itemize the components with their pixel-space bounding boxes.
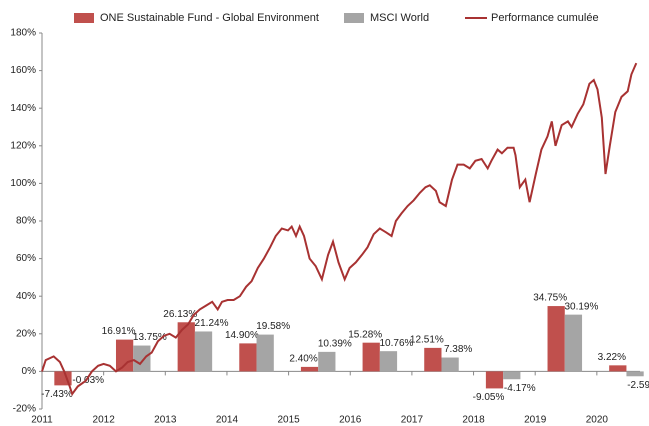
data-label: 30.19%: [564, 301, 598, 312]
data-label: -4.17%: [504, 383, 536, 394]
data-label: 13.75%: [133, 332, 167, 343]
data-label: 7.38%: [444, 344, 472, 355]
data-label: 14.90%: [225, 330, 259, 341]
x-tick-label: 2011: [31, 415, 53, 426]
bar: [485, 371, 504, 389]
bar: [300, 366, 319, 372]
data-label: 16.91%: [102, 326, 136, 337]
data-label: -7.43%: [41, 389, 73, 400]
y-tick-label: 20%: [16, 328, 36, 339]
y-tick-label: 140%: [10, 103, 36, 114]
bar: [115, 339, 134, 372]
data-label: -0.03%: [72, 375, 104, 386]
data-label: 12.51%: [410, 335, 444, 346]
data-label: -2.59%: [627, 380, 649, 391]
data-label: -9.05%: [473, 392, 505, 403]
data-label: 26.13%: [163, 309, 197, 320]
x-tick-label: 2014: [216, 415, 239, 426]
legend-label: ONE Sustainable Fund - Global Environmen…: [100, 12, 319, 24]
x-tick-label: 2015: [277, 415, 300, 426]
y-tick-label: 0%: [22, 366, 37, 377]
legend-swatch: [74, 13, 94, 23]
y-tick-label: 180%: [10, 28, 36, 39]
x-tick-label: 2013: [154, 415, 177, 426]
bar: [379, 351, 398, 372]
legend-swatch: [344, 13, 364, 23]
bar: [564, 314, 583, 372]
y-tick-label: 100%: [10, 178, 36, 189]
bar: [256, 334, 274, 372]
line: [41, 62, 638, 397]
data-label: 19.58%: [256, 321, 290, 332]
y-tick-label: 160%: [10, 65, 36, 76]
data-label: 2.40%: [289, 354, 317, 365]
data-label: 3.22%: [598, 352, 626, 363]
x-tick-label: 2016: [339, 415, 362, 426]
y-tick-label: 120%: [10, 140, 36, 151]
y-tick-label: 40%: [16, 291, 36, 302]
x-tick-label: 2017: [401, 415, 424, 426]
x-tick-label: 2018: [462, 415, 485, 426]
data-label: 15.28%: [348, 329, 382, 340]
bar: [424, 347, 442, 372]
bar: [194, 331, 213, 372]
bar: [318, 351, 336, 372]
bar: [441, 357, 459, 372]
bar: [547, 306, 565, 372]
bar: [133, 345, 151, 372]
x-tick-label: 2012: [93, 415, 116, 426]
bar: [239, 343, 257, 372]
legend-label: Performance cumulée: [491, 12, 599, 24]
data-label: 10.76%: [380, 338, 414, 349]
bar: [626, 371, 644, 377]
y-tick-label: -20%: [13, 404, 36, 415]
data-label: 21.24%: [195, 318, 229, 329]
y-tick-label: 60%: [16, 253, 36, 264]
bar: [503, 371, 521, 380]
bar: [177, 322, 195, 372]
x-tick-label: 2019: [524, 415, 547, 426]
bar: [609, 365, 627, 372]
y-tick-label: 80%: [16, 216, 36, 227]
x-tick-label: 2020: [586, 415, 609, 426]
bar: [362, 342, 380, 372]
legend-label: MSCI World: [370, 12, 429, 24]
data-label: 10.39%: [318, 339, 352, 350]
data-label: 34.75%: [533, 293, 567, 304]
